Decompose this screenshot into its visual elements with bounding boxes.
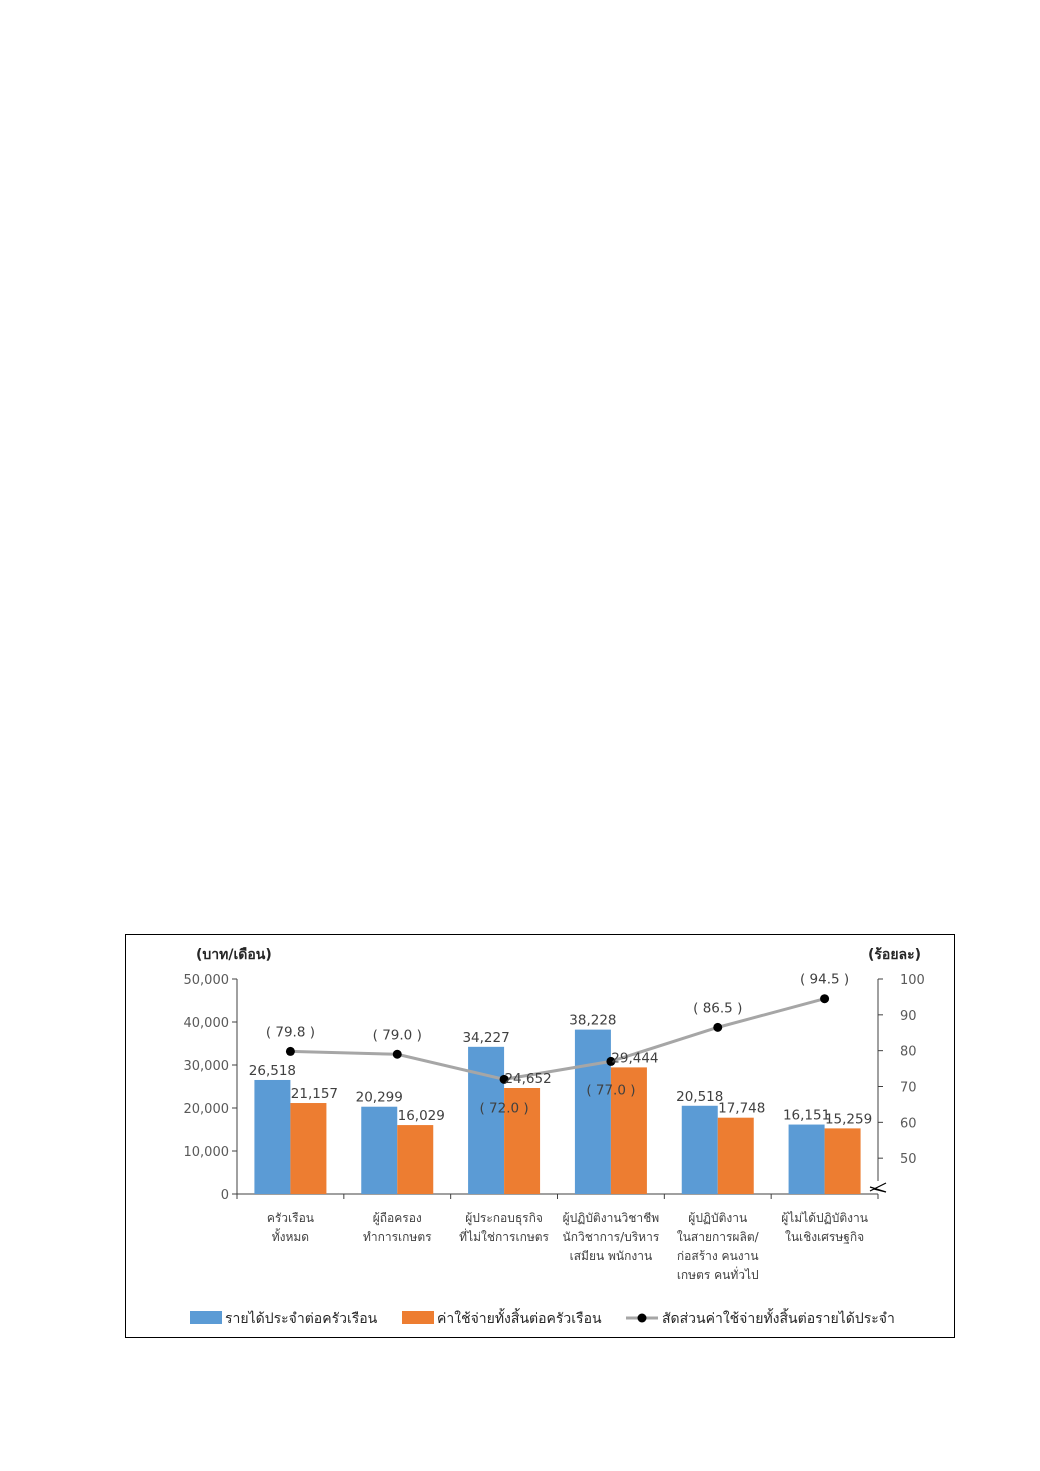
ratio-line-path xyxy=(290,997,825,1081)
left-axis-unit: (บาท/เดือน) xyxy=(196,947,272,963)
legend-swatch-expense xyxy=(402,1311,434,1324)
ratio-point xyxy=(499,1074,509,1084)
right-tick-label: 70 xyxy=(900,1081,917,1096)
axis-break-icon xyxy=(869,1182,887,1193)
left-tick-label: 0 xyxy=(221,1188,229,1203)
right-axis-unit: (ร้อยละ) xyxy=(868,947,921,963)
ratio-value-label: ( 79.8 ) xyxy=(266,1024,315,1040)
chart-frame: (บาท/เดือน) (ร้อยละ) 0 10,000 20,000 30,000… xyxy=(125,934,955,1338)
right-tick-label: 80 xyxy=(900,1045,917,1060)
expense-bar xyxy=(290,1103,327,1194)
category-label: ในสายการผลิต/ xyxy=(677,1230,760,1244)
category-label: ผู้ไม่ได้ปฏิบัติงาน xyxy=(781,1211,868,1226)
legend-swatch-income xyxy=(190,1311,222,1324)
axes: 0 10,000 20,000 30,000 40,000 50,000 50 60 70 80 9… xyxy=(184,973,925,1203)
expense-value-label: 24,652 xyxy=(504,1071,551,1087)
left-tick-label: 40,000 xyxy=(184,1016,230,1031)
left-tick-label: 50,000 xyxy=(184,973,230,988)
expense-value-label: 21,157 xyxy=(291,1086,338,1102)
category-label: ก่อสร้าง คนงาน xyxy=(677,1249,759,1263)
category-label: ผู้ปฏิบัติงาน xyxy=(688,1211,747,1226)
category-label: ในเชิงเศรษฐกิจ xyxy=(785,1230,864,1244)
legend-swatch-ratio-marker xyxy=(637,1313,647,1323)
ratio-line xyxy=(285,994,830,1084)
income-bar xyxy=(468,1046,505,1194)
category-label: ทำการเกษตร xyxy=(363,1230,432,1244)
category-label: ผู้ถือครอง xyxy=(373,1211,422,1226)
income-value-label: 34,227 xyxy=(462,1030,509,1046)
expense-value-label: 17,748 xyxy=(718,1101,765,1117)
expense-value-label: 15,259 xyxy=(825,1111,872,1127)
income-bar xyxy=(788,1124,825,1194)
income-value-label: 20,299 xyxy=(356,1090,403,1106)
category-label: ผู้ปฏิบัติงานวิชาชีพ xyxy=(563,1211,660,1226)
ratio-value-label: ( 79.0 ) xyxy=(373,1027,422,1043)
bar-line-chart: (บาท/เดือน) (ร้อยละ) 0 10,000 20,000 30,000… xyxy=(184,947,925,1327)
income-bar xyxy=(254,1079,291,1194)
category-label: เสมียน พนักงาน xyxy=(570,1249,653,1263)
category-label: ผู้ประกอบธุรกิจ xyxy=(465,1211,543,1226)
ratio-point xyxy=(606,1056,616,1066)
category-label: นักวิชาการ/บริหาร xyxy=(563,1230,660,1244)
bars xyxy=(254,1029,861,1194)
right-tick-label: 60 xyxy=(900,1116,917,1131)
category-label: เกษตร คนทั่วไป xyxy=(677,1266,759,1282)
right-tick-label: 50 xyxy=(900,1152,917,1167)
left-tick-label: 20,000 xyxy=(184,1102,230,1117)
expense-value-label: 29,444 xyxy=(611,1050,658,1066)
right-tick-label: 90 xyxy=(900,1009,917,1024)
ratio-point xyxy=(285,1046,295,1056)
expense-bar xyxy=(824,1128,861,1194)
income-value-label: 38,228 xyxy=(569,1013,616,1029)
category-label: ที่ไม่ใช่การเกษตร xyxy=(459,1228,549,1244)
ratio-point xyxy=(820,994,830,1004)
legend-label-expense: ค่าใช้จ่ายทั้งสิ้นต่อครัวเรือน xyxy=(437,1308,602,1327)
ratio-point xyxy=(713,1022,723,1032)
right-tick-label: 100 xyxy=(900,973,925,988)
ratio-point xyxy=(392,1049,402,1059)
data-labels: 26,518 21,157 20,299 16,029 34,227 24,652 38,2… xyxy=(249,972,872,1128)
legend-label-income: รายได้ประจำต่อครัวเรือน xyxy=(225,1310,378,1327)
expense-bar xyxy=(717,1117,754,1194)
income-value-label: 26,518 xyxy=(249,1063,296,1079)
left-tick-label: 30,000 xyxy=(184,1059,230,1074)
legend-label-ratio: สัดส่วนค่าใช้จ่ายทั้งสิ้นต่อรายได้ประจำ xyxy=(662,1308,895,1327)
ratio-value-label: ( 72.0 ) xyxy=(479,1100,528,1116)
expense-bar xyxy=(504,1087,541,1194)
category-label: ครัวเรือน xyxy=(267,1211,314,1225)
income-bar xyxy=(361,1106,398,1194)
income-bar xyxy=(681,1105,718,1194)
expense-bar xyxy=(610,1067,647,1194)
left-tick-label: 10,000 xyxy=(184,1145,230,1160)
income-value-label: 16,151 xyxy=(783,1108,830,1124)
income-bar xyxy=(574,1029,611,1194)
ratio-value-label: ( 77.0 ) xyxy=(586,1082,635,1098)
legend: รายได้ประจำต่อครัวเรือน ค่าใช้จ่ายทั้งสิ้… xyxy=(190,1308,895,1327)
income-value-label: 20,518 xyxy=(676,1089,723,1105)
expense-bar xyxy=(397,1125,434,1194)
ratio-value-label: ( 86.5 ) xyxy=(693,1000,742,1016)
ratio-value-label: ( 94.5 ) xyxy=(800,972,849,988)
expense-value-label: 16,029 xyxy=(398,1108,445,1124)
category-label: ทั้งหมด xyxy=(272,1228,309,1244)
